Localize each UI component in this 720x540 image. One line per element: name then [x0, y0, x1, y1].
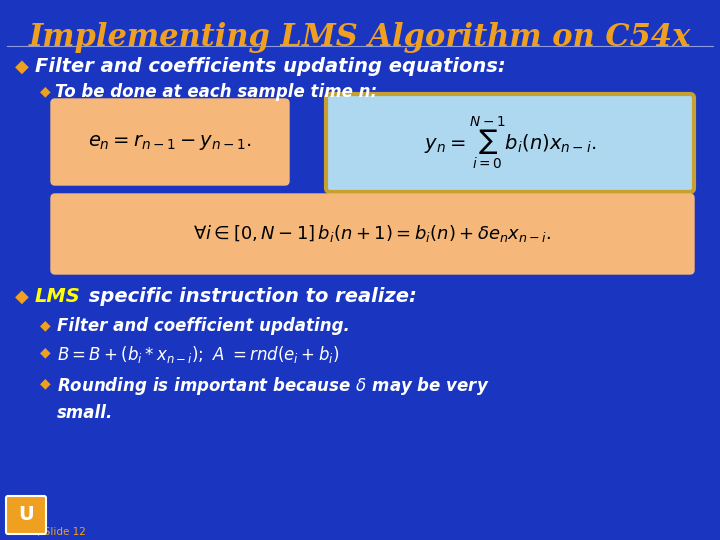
Text: ◆: ◆ — [40, 318, 50, 332]
Text: U: U — [18, 505, 34, 524]
Text: $y_n = \sum_{i=0}^{N-1} b_i(n)x_{n-i}.$: $y_n = \sum_{i=0}^{N-1} b_i(n)x_{n-i}.$ — [424, 114, 596, 172]
Text: ◆: ◆ — [40, 84, 50, 98]
FancyBboxPatch shape — [326, 94, 694, 192]
Text: ◆: ◆ — [40, 345, 50, 359]
FancyBboxPatch shape — [6, 496, 46, 534]
Text: Implementing LMS Algorithm on C54x: Implementing LMS Algorithm on C54x — [29, 22, 691, 53]
Text: ◆: ◆ — [15, 288, 29, 306]
Text: LMS: LMS — [35, 287, 81, 306]
Text: $e_n = r_{n-1} - y_{n-1}.$: $e_n = r_{n-1} - y_{n-1}.$ — [88, 133, 252, 152]
Text: $B = B + (b_i*x_{n-i});\ A\ = rnd(e_i+b_i)$: $B = B + (b_i*x_{n-i});\ A\ = rnd(e_i+b_… — [57, 344, 339, 365]
Text: Rounding is important because $\delta$ may be very
small.: Rounding is important because $\delta$ m… — [57, 375, 490, 422]
Text: specific instruction to realize:: specific instruction to realize: — [82, 287, 417, 306]
FancyBboxPatch shape — [51, 194, 694, 274]
Text: $\forall i \in [0, N-1]\, b_i(n+1) = b_i(n) + \delta e_n x_{n-i}.$: $\forall i \in [0, N-1]\, b_i(n+1) = b_i… — [193, 224, 552, 245]
Text: ◆: ◆ — [40, 376, 50, 390]
Text: To be done at each sample time n:: To be done at each sample time n: — [55, 83, 377, 101]
Text: Filter and coefficients updating equations:: Filter and coefficients updating equatio… — [35, 57, 505, 76]
Text: ESIEE, Slide 12: ESIEE, Slide 12 — [8, 527, 86, 537]
FancyBboxPatch shape — [51, 99, 289, 185]
Text: Filter and coefficient updating.: Filter and coefficient updating. — [57, 317, 350, 335]
Text: ◆: ◆ — [15, 58, 29, 76]
